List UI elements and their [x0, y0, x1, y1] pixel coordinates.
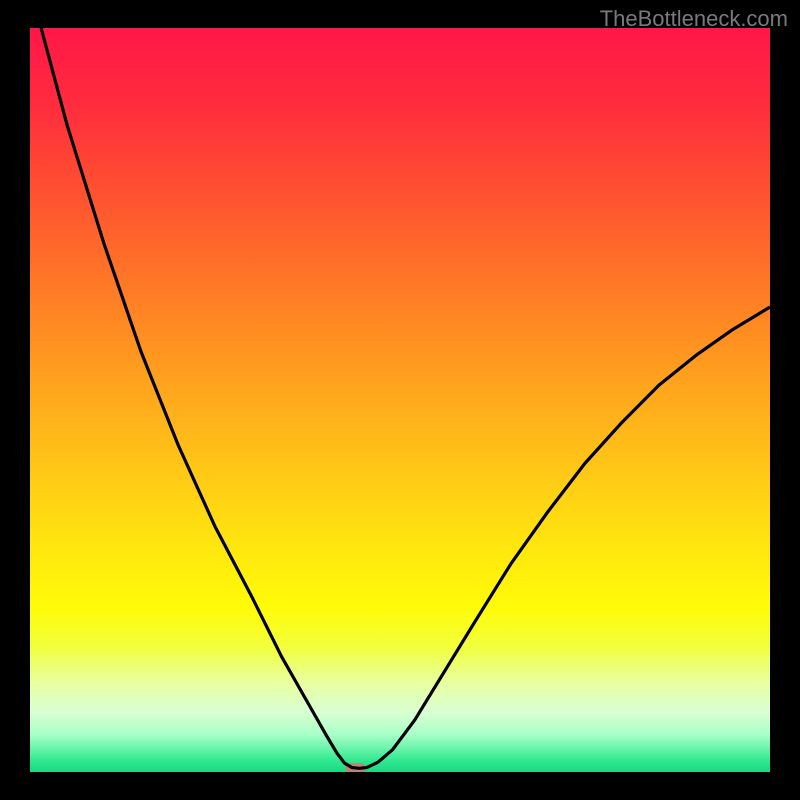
chart-background: [30, 28, 770, 772]
chart-svg: [30, 28, 770, 772]
watermark-text: TheBottleneck.com: [600, 6, 788, 32]
bottleneck-chart: [30, 28, 770, 772]
